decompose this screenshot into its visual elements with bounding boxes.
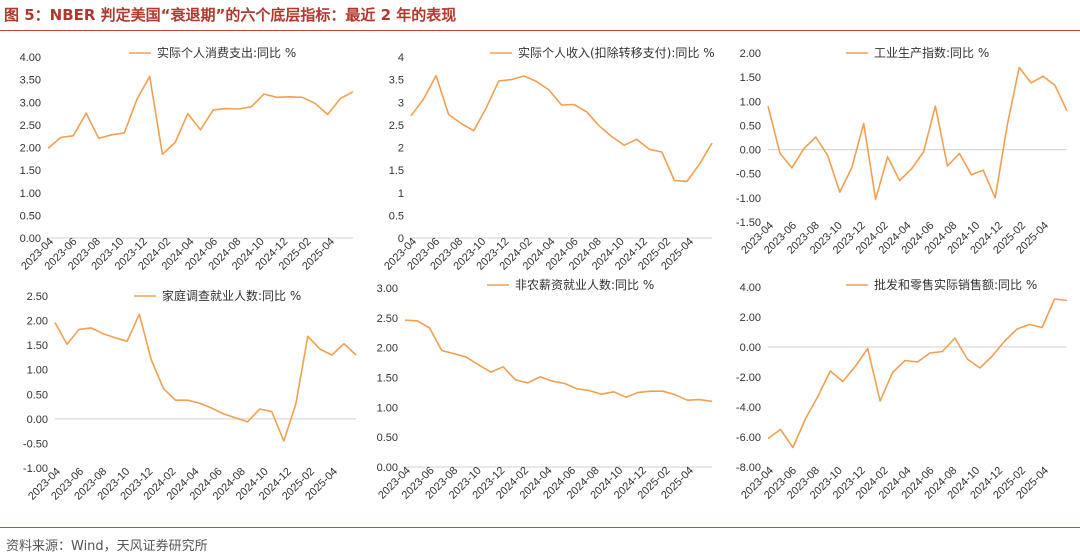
legend: 实际个人消费支出:同比 % — [129, 45, 296, 60]
y-tick-label: 1.5 — [389, 165, 404, 177]
y-tick-label: 0.00 — [377, 462, 398, 474]
y-tick-label: 0 — [398, 233, 404, 245]
y-tick-label: 1.50 — [27, 340, 48, 352]
y-tick-label: 2.00 — [20, 143, 41, 155]
y-tick-label: 3.00 — [20, 97, 41, 109]
y-tick-label: 0.50 — [377, 432, 398, 444]
y-tick-label: 2.5 — [389, 120, 404, 132]
legend-label: 实际个人收入(扣除转移支付):同比 % — [518, 45, 715, 60]
y-tick-label: 3.00 — [377, 283, 398, 295]
y-tick-label: 0.50 — [27, 389, 48, 401]
y-axis: 0 0.5 1 1.5 2 2.5 3 3.5 4 — [389, 52, 404, 245]
y-tick-label: 0.50 — [20, 210, 41, 222]
y-tick-label: -6.00 — [736, 432, 761, 444]
y-axis: 0.00 0.50 1.00 1.50 2.00 2.50 3.00 — [377, 283, 398, 474]
y-tick-label: -2.00 — [736, 372, 761, 384]
y-tick-label: 2.50 — [27, 291, 48, 303]
figure-title: 图 5：NBER 判定美国“衰退期”的六个底层指标：最近 2 年的表现 — [4, 6, 457, 24]
y-tick-label: 1.00 — [27, 365, 48, 377]
legend: 家庭调查就业人数:同比 % — [134, 288, 301, 303]
y-tick-label: 2.50 — [377, 313, 398, 325]
y-tick-label: 3 — [398, 97, 404, 109]
y-tick-label: 0.00 — [740, 342, 761, 354]
x-axis: 2023-042023-062023-082023-102023-122024-… — [382, 236, 696, 273]
legend: 工业生产指数:同比 % — [846, 45, 989, 60]
y-axis: -8.00 -6.00 -4.00 -2.00 0.00 2.00 4.00 — [736, 282, 761, 474]
chart-panel-6: 批发和零售实际销售额:同比 % -8.00 -6.00 -4.00 -2.00 0.00 2… — [736, 277, 1068, 502]
legend-label: 实际个人消费支出:同比 % — [157, 45, 296, 60]
y-tick-label: 2.00 — [740, 48, 761, 60]
chart-panel-3: 工业生产指数:同比 % -1.50 -1.00 -0.50 0.00 0.50 1.00 1.… — [736, 45, 1068, 257]
chart-panel-5: 非农薪资就业人数:同比 % 0.00 0.50 1.00 1.50 2.00 2.50 3.0… — [376, 277, 713, 502]
series-line — [767, 66, 1068, 201]
y-tick-label: 4 — [398, 52, 404, 64]
source-divider — [0, 527, 1080, 528]
y-tick-label: 2.00 — [740, 312, 761, 324]
x-axis: 2023-042023-062023-082023-102023-122024-… — [739, 220, 1051, 257]
y-tick-label: -4.00 — [736, 402, 761, 414]
legend: 非农薪资就业人数:同比 % — [487, 277, 654, 292]
chart-panel-2: 实际个人收入(扣除转移支付):同比 % 0 0.5 1 1.5 2 2.5 3 3.5 4 2023… — [382, 45, 715, 273]
y-tick-label: 1.00 — [740, 96, 761, 108]
x-axis: 2023-042023-062023-082023-102023-122024-… — [26, 466, 340, 503]
x-axis: 2023-042023-062023-082023-102023-122024-… — [739, 465, 1051, 502]
y-tick-label: 0.5 — [389, 210, 404, 222]
x-axis: 2023-042023-062023-082023-102023-122024-… — [19, 236, 337, 273]
legend-label: 工业生产指数:同比 % — [874, 45, 989, 60]
series-line — [54, 313, 357, 442]
y-tick-label: 2 — [398, 143, 404, 155]
series-line — [410, 74, 713, 183]
series-line — [767, 298, 1068, 449]
legend: 批发和零售实际销售额:同比 % — [846, 277, 1037, 292]
y-tick-label: 1.50 — [377, 373, 398, 385]
y-tick-label: 0.00 — [27, 414, 48, 426]
y-tick-label: 1.50 — [20, 165, 41, 177]
y-tick-label: 0.00 — [740, 145, 761, 157]
legend: 实际个人收入(扣除转移支付):同比 % — [490, 45, 715, 60]
y-tick-label: 1.00 — [20, 188, 41, 200]
y-tick-label: 4.00 — [20, 52, 41, 64]
y-tick-label: 0.50 — [740, 120, 761, 132]
source-note: 资料来源：Wind，天风证券研究所 — [6, 539, 208, 554]
y-tick-label: 2.00 — [377, 343, 398, 355]
y-tick-label: 4.00 — [740, 282, 761, 294]
y-tick-label: -1.00 — [23, 463, 48, 475]
y-tick-label: -0.50 — [736, 169, 761, 181]
series-line — [404, 319, 713, 403]
y-tick-label: 1.00 — [377, 402, 398, 414]
y-tick-label: -1.50 — [736, 217, 761, 229]
y-tick-label: 1 — [398, 188, 404, 200]
y-tick-label: 1.50 — [740, 72, 761, 84]
chart-panel-1: 实际个人消费支出:同比 % 0.00 0.50 1.00 1.50 2.00 2.50 3.0… — [19, 45, 354, 273]
y-tick-label: 3.5 — [389, 75, 404, 87]
y-tick-label: -8.00 — [736, 462, 761, 474]
title-divider — [0, 30, 1080, 31]
chart-panel-4: 家庭调查就业人数:同比 % -1.00 -0.50 0.00 0.50 1.00 1.50 2… — [23, 288, 357, 503]
legend-label: 非农薪资就业人数:同比 % — [515, 277, 654, 292]
y-tick-label: 3.50 — [20, 75, 41, 87]
x-axis: 2023-042023-062023-082023-102023-122024-… — [376, 465, 696, 502]
series-line — [47, 75, 354, 156]
legend-label: 批发和零售实际销售额:同比 % — [874, 277, 1037, 292]
y-axis: 0.00 0.50 1.00 1.50 2.00 2.50 3.00 3.50 4.00 — [20, 52, 41, 245]
y-axis: -1.50 -1.00 -0.50 0.00 0.50 1.00 1.50 2.00 — [736, 48, 761, 229]
y-tick-label: -1.00 — [736, 193, 761, 205]
y-axis: -1.00 -0.50 0.00 0.50 1.00 1.50 2.00 2.50 — [23, 291, 48, 475]
y-tick-label: 2.50 — [20, 120, 41, 132]
y-tick-label: 0.00 — [20, 233, 41, 245]
y-tick-label: 2.00 — [27, 316, 48, 328]
y-tick-label: -0.50 — [23, 438, 48, 450]
legend-label: 家庭调查就业人数:同比 % — [162, 288, 301, 303]
